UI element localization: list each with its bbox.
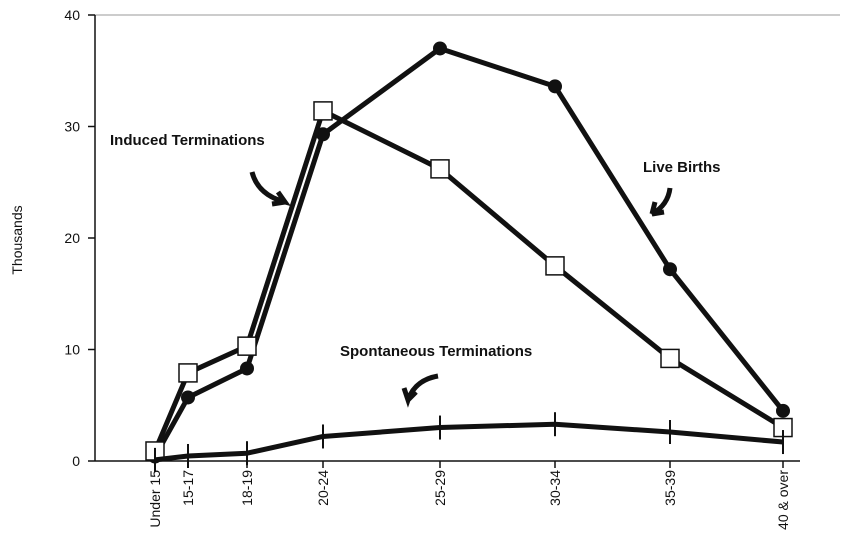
marker [430,159,450,179]
y-axis-label: Thousands [9,205,25,274]
annotation: Induced Terminations [110,132,265,149]
y-tick-label: 0 [72,453,80,469]
x-tick-label: 15-17 [180,470,196,506]
marker [776,403,790,418]
arrow [249,171,291,207]
arrow [401,373,439,408]
marker [240,361,254,376]
y-tick-label: 30 [64,119,80,135]
x-tick-label: 30-34 [547,470,563,506]
series-line [152,45,785,458]
marker [178,363,198,383]
x-tick-label: 18-19 [239,470,255,506]
annotation: Live Births [643,159,721,176]
marker [316,127,330,142]
x-tick-label: 25-29 [432,470,448,506]
y-tick-label: 40 [64,7,80,23]
x-tick-label: 20-24 [315,470,331,506]
y-tick-label: 20 [64,230,80,246]
series-line [154,421,784,463]
x-tick-label: Under 15 [147,470,163,528]
marker [663,262,677,277]
x-tick-label: 35-39 [662,470,678,506]
marker [545,256,565,276]
marker [313,101,333,121]
arrow [649,187,673,217]
marker [181,390,195,405]
x-tick-label: 40 & over [775,470,791,530]
annotation: Spontaneous Terminations [340,343,532,360]
marker [660,348,680,369]
marker [548,79,562,94]
series-line [152,108,785,452]
marker [433,41,447,56]
marker [237,336,257,356]
y-tick-label: 10 [64,342,80,358]
